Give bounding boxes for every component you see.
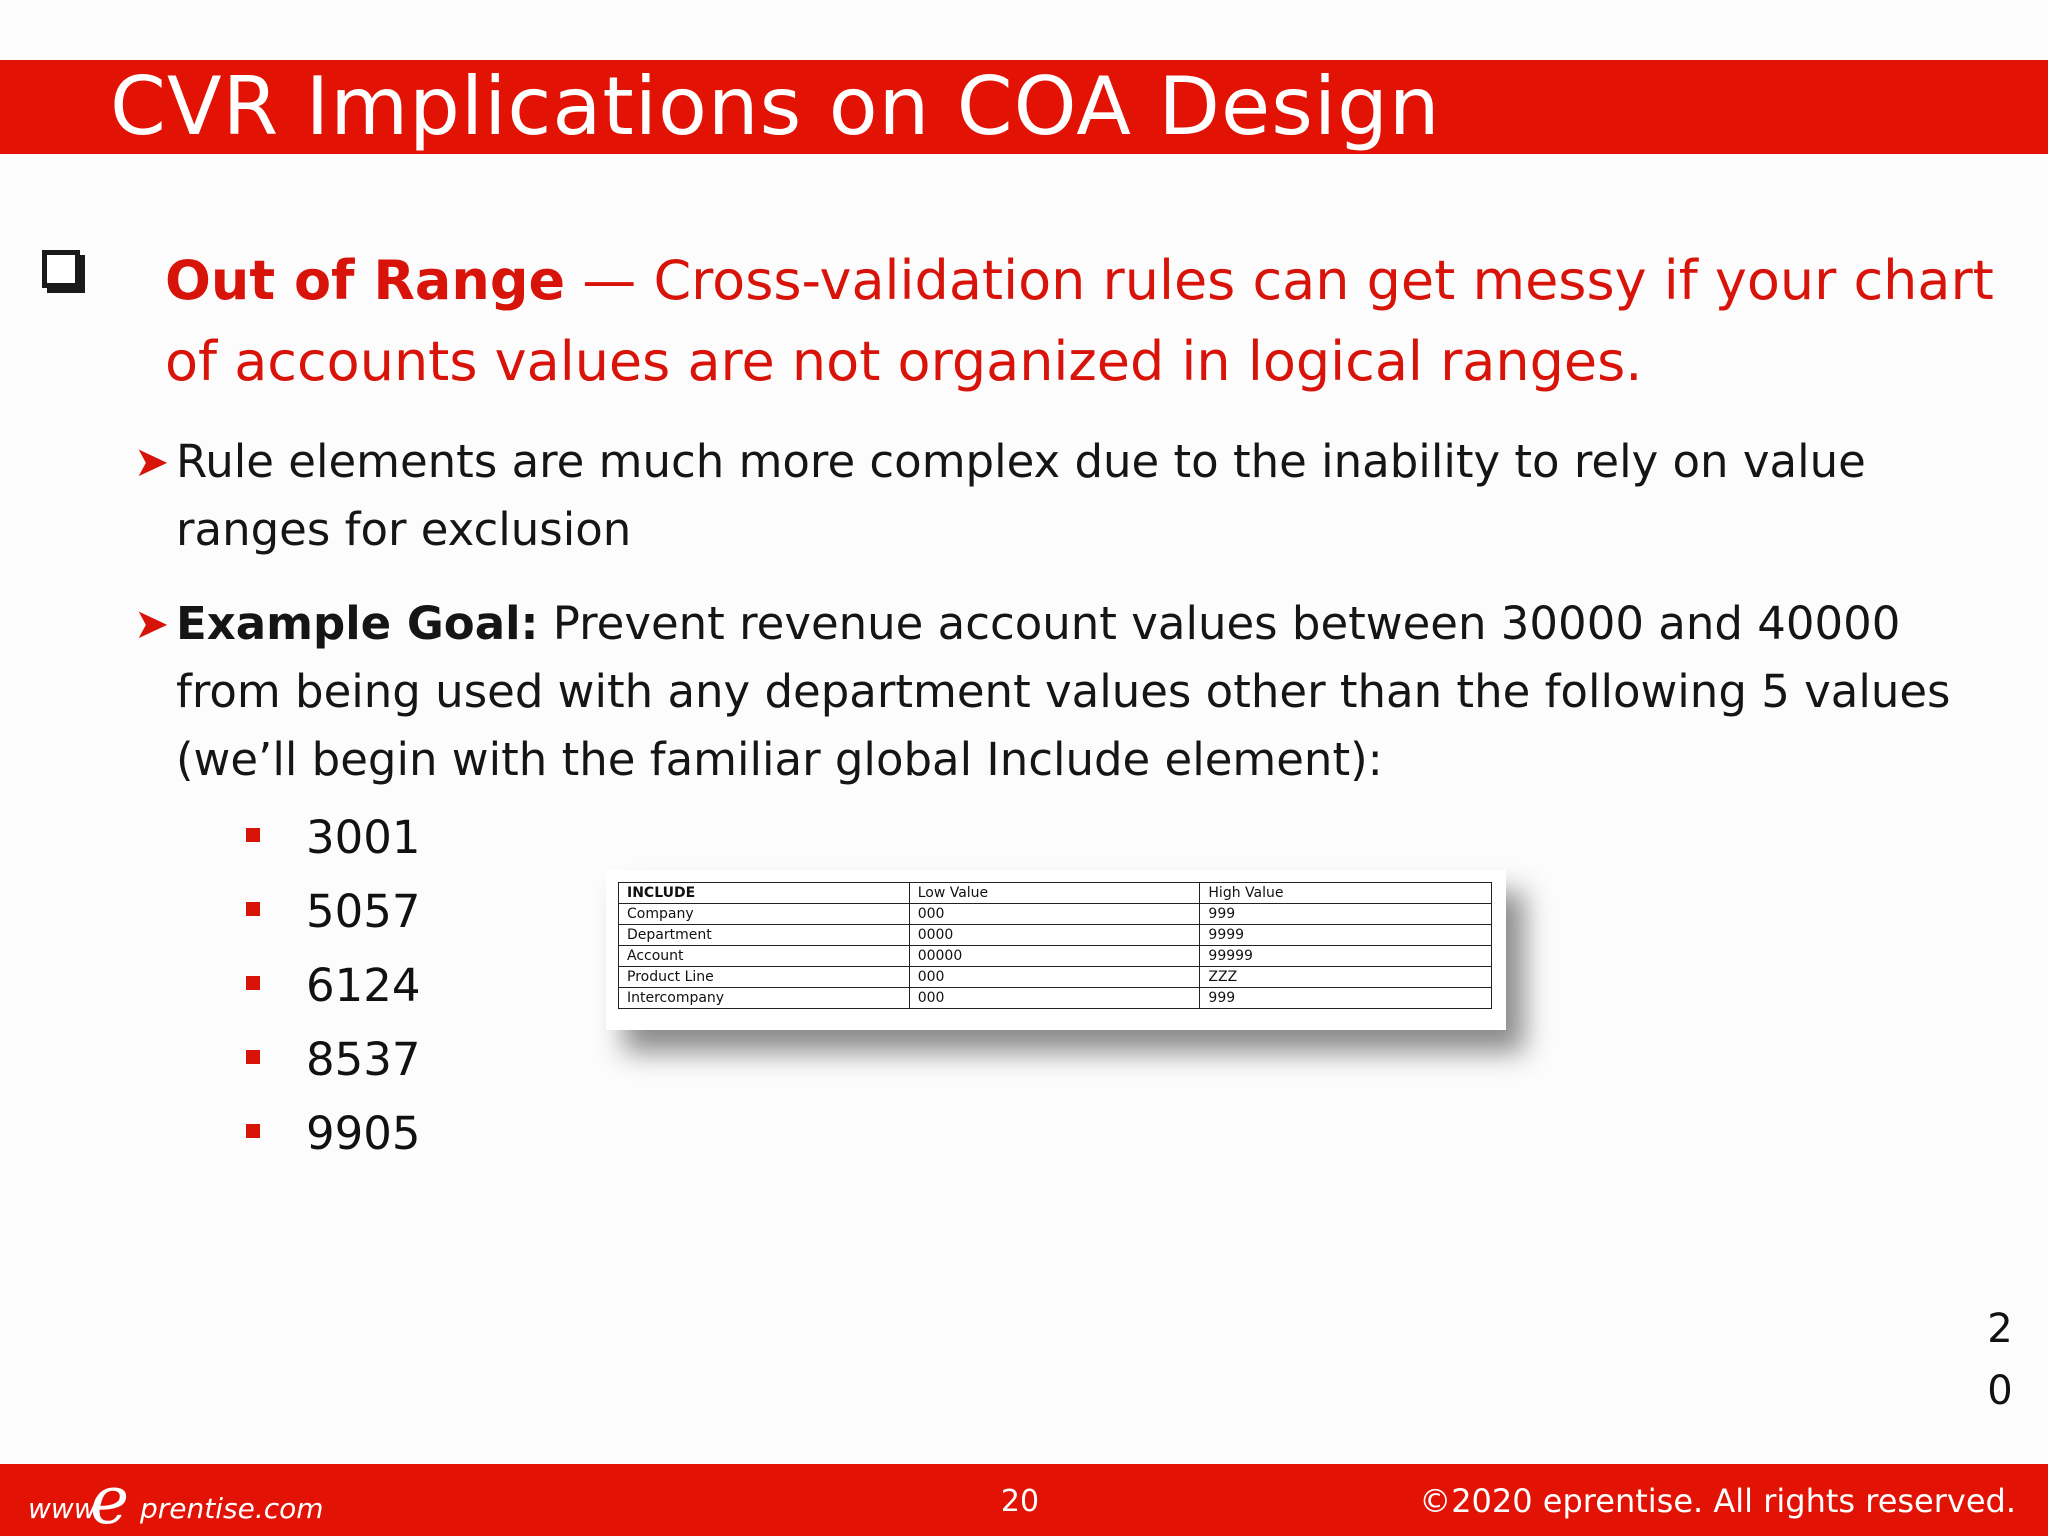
header-cell: INCLUDE — [618, 882, 910, 904]
value-text: 9905 — [306, 1107, 421, 1160]
square-bullet-icon — [246, 902, 260, 916]
square-bullet-icon — [246, 1050, 260, 1064]
point-text-main: Prevent revenue account values between 3… — [176, 597, 1951, 786]
value-list-item: 6124 — [246, 956, 646, 1016]
checkbox-bullet-icon — [42, 250, 80, 288]
table-cell: 00000 — [908, 945, 1201, 967]
table-cell: 0000 — [908, 924, 1201, 946]
logo-rest: prentise.com — [140, 1492, 324, 1525]
include-table: INCLUDE Low Value High Value Company 000… — [618, 882, 1492, 1009]
heading-bold: Out of Range — [165, 249, 566, 312]
slide-title: CVR Implications on COA Design — [110, 60, 1441, 153]
eprentise-logo: www. e prentise.com — [28, 1462, 328, 1539]
value-text: 8537 — [306, 1033, 421, 1086]
table-cell: Product Line — [618, 966, 910, 988]
square-bullet-icon — [246, 828, 260, 842]
table-cell: 999 — [1199, 987, 1492, 1009]
page-number: 20 — [1000, 1484, 1040, 1519]
square-bullet-icon — [246, 1124, 260, 1138]
heading-text: Out of Range — Cross-validation rules ca… — [165, 240, 2025, 402]
table-row: Intercompany 000 999 — [618, 987, 1492, 1009]
table-row: Product Line 000 ZZZ — [618, 966, 1492, 988]
copyright-text: ©2020 eprentise. All rights reserved. — [1419, 1482, 2016, 1520]
point-text-main: Rule elements are much more complex due … — [176, 435, 1866, 556]
table-cell: 000 — [908, 903, 1201, 925]
table-row: Account 00000 99999 — [618, 945, 1492, 967]
value-text: 5057 — [306, 885, 421, 938]
header-cell: Low Value — [908, 882, 1201, 904]
table-cell: Intercompany — [618, 987, 910, 1009]
table-row: Company 000 999 — [618, 903, 1492, 925]
value-list-item: 3001 — [246, 808, 646, 868]
point-rule-elements: ➤ Rule elements are much more complex du… — [134, 428, 2008, 564]
side-digit: 2 — [1987, 1306, 2013, 1352]
logo-e: e — [90, 1462, 130, 1539]
side-digit: 0 — [1987, 1368, 2013, 1414]
arrow-bullet-icon: ➤ — [134, 437, 170, 486]
heading-rest: — Cross-validation rules can get messy i… — [165, 249, 1994, 393]
footer-bar: www. e prentise.com 20 ©2020 eprentise. … — [0, 1462, 2048, 1539]
side-slide-number: 2 0 — [1985, 1298, 2015, 1422]
value-list-item: 8537 — [246, 1030, 646, 1090]
table-cell: Department — [618, 924, 910, 946]
value-text: 3001 — [306, 811, 421, 864]
point-example-goal: ➤ Example Goal: Prevent revenue account … — [134, 590, 2008, 794]
point-text: Example Goal: Prevent revenue account va… — [138, 590, 2008, 794]
table-cell: 000 — [908, 987, 1201, 1009]
table-row: Department 0000 9999 — [618, 924, 1492, 946]
table-cell: ZZZ — [1199, 966, 1492, 988]
point-text: Rule elements are much more complex due … — [138, 428, 2008, 564]
table-cell: 99999 — [1199, 945, 1492, 967]
value-list-item: 5057 — [246, 882, 646, 942]
point-bold-label: Example Goal: — [176, 597, 539, 650]
arrow-bullet-icon: ➤ — [134, 599, 170, 648]
table-cell: 000 — [908, 966, 1201, 988]
table-cell: 9999 — [1199, 924, 1492, 946]
title-bar — [0, 60, 2048, 154]
value-list-item: 9905 — [246, 1104, 646, 1164]
square-bullet-icon — [246, 976, 260, 990]
value-text: 6124 — [306, 959, 421, 1012]
logo-www: www. — [28, 1492, 104, 1525]
include-table-image: INCLUDE Low Value High Value Company 000… — [606, 870, 1506, 1030]
header-cell: High Value — [1199, 882, 1492, 904]
table-cell: Company — [618, 903, 910, 925]
table-cell: Account — [618, 945, 910, 967]
table-cell: 999 — [1199, 903, 1492, 925]
table-header-row: INCLUDE Low Value High Value — [618, 882, 1492, 904]
